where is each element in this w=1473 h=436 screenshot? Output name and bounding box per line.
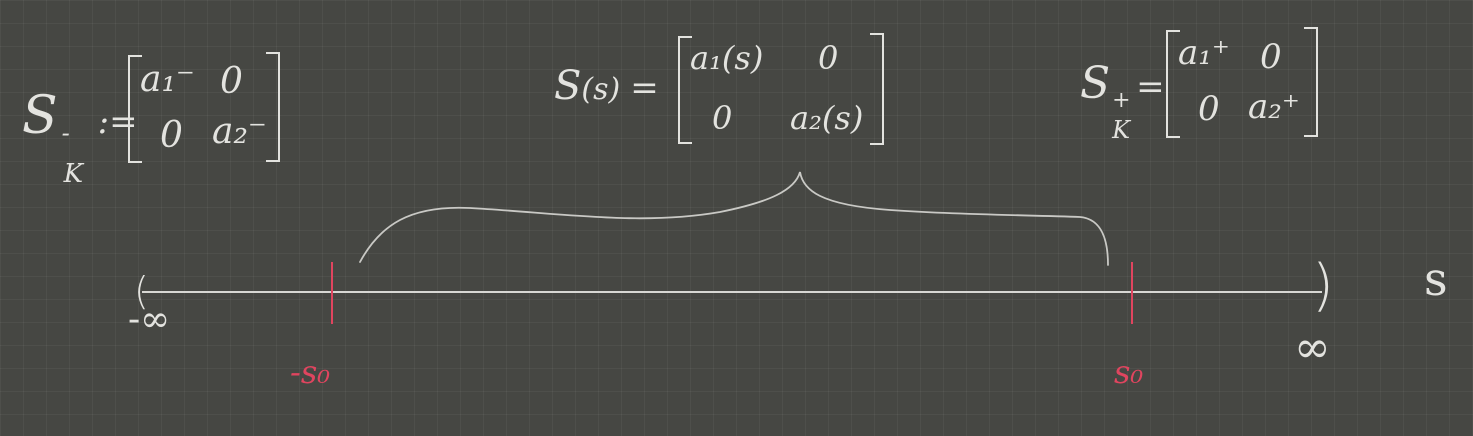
left-paren: (: [134, 269, 149, 313]
middle-matrix-cell-11: a₁(s): [690, 39, 764, 77]
left-lhs-op: :=: [97, 102, 138, 142]
minus-s0-label: -s₀: [290, 353, 331, 391]
axis-variable-label: s: [1424, 252, 1448, 306]
right-matrix-cell-12: 0: [1260, 37, 1282, 77]
left-matrix-lhs: S - K:=: [22, 90, 138, 187]
left-lhs-sup: -: [61, 119, 70, 147]
pos-infinity-label: ∞: [1294, 322, 1331, 373]
plus-s0-label: s₀: [1114, 353, 1144, 391]
middle-matrix-lhs: S(s) =: [554, 66, 659, 106]
right-lhs-symbol: S: [1080, 58, 1111, 109]
interval-brace: [359, 171, 1109, 266]
neg-infinity-label: -∞: [128, 299, 171, 340]
right-lhs-op: =: [1136, 67, 1165, 107]
left-matrix-cell-22: a₂⁻: [212, 111, 267, 152]
right-matrix-cell-11: a₁⁺: [1178, 33, 1230, 73]
right-lhs-sup: +: [1112, 88, 1131, 113]
right-paren: ): [1312, 253, 1334, 318]
right-matrix-cell-22: a₂⁺: [1248, 87, 1300, 127]
middle-matrix-cell-21: 0: [712, 99, 733, 137]
left-matrix-cell-11: a₁⁻: [140, 59, 195, 100]
middle-matrix-bracket-left: [678, 36, 692, 144]
middle-matrix-cell-12: 0: [818, 39, 839, 77]
right-matrix-bracket-left: [1166, 30, 1180, 138]
middle-lhs-symbol: S: [554, 63, 582, 109]
middle-matrix-cell-22: a₂(s): [790, 99, 864, 137]
middle-matrix-bracket-right: [870, 33, 884, 145]
left-matrix-cell-12: 0: [220, 61, 243, 102]
right-matrix-lhs: S + K =: [1080, 62, 1165, 143]
left-matrix-bracket-right: [266, 52, 280, 162]
middle-lhs-arg: (s): [581, 72, 621, 107]
middle-lhs-op: =: [630, 68, 659, 108]
left-matrix-cell-21: 0: [160, 115, 183, 156]
right-matrix-bracket-right: [1304, 27, 1318, 137]
right-lhs-sub: K: [1112, 116, 1131, 144]
left-lhs-symbol: S: [22, 86, 58, 146]
right-matrix-cell-21: 0: [1198, 89, 1220, 129]
left-lhs-sub: K: [63, 159, 84, 189]
left-matrix-bracket-left: [128, 55, 142, 163]
